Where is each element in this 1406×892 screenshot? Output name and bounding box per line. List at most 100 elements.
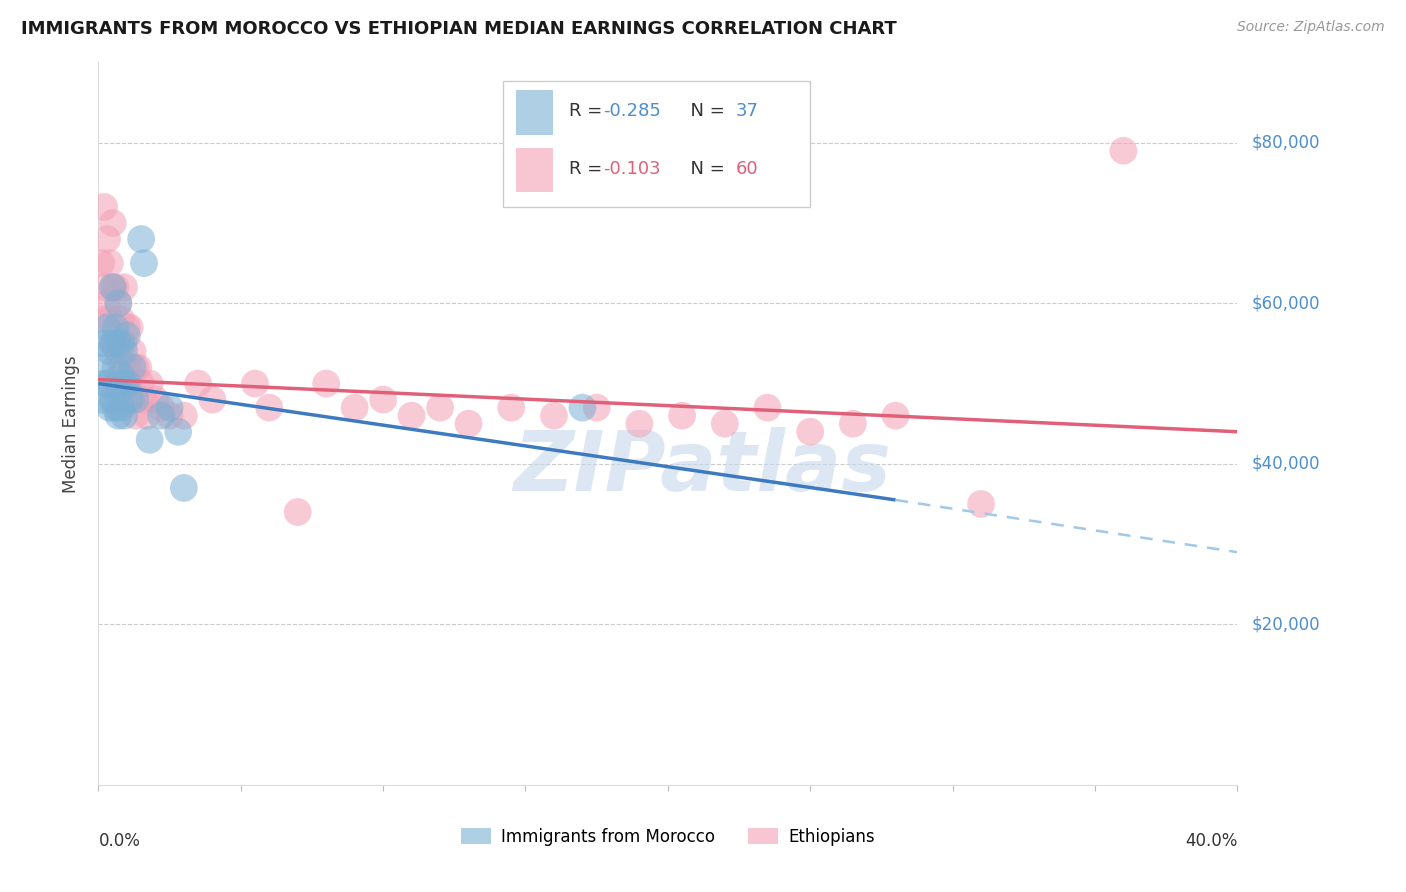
Text: R =: R = — [569, 160, 607, 178]
Text: ZIPatlas: ZIPatlas — [513, 426, 891, 508]
Point — [373, 392, 395, 407]
Point — [671, 409, 693, 423]
Point — [457, 417, 479, 431]
Point — [107, 296, 129, 310]
Point — [110, 336, 132, 351]
Point — [842, 417, 865, 431]
Point — [112, 409, 135, 423]
Point — [104, 360, 127, 375]
Point — [112, 280, 135, 294]
Point — [243, 376, 266, 391]
Point — [135, 409, 157, 423]
Point — [115, 392, 138, 407]
Point — [107, 344, 129, 359]
Text: $40,000: $40,000 — [1251, 455, 1320, 473]
Point — [124, 409, 146, 423]
Point — [138, 433, 160, 447]
Point — [110, 312, 132, 326]
Point — [90, 256, 112, 270]
Point — [93, 376, 115, 391]
Point — [343, 401, 366, 415]
Point — [756, 401, 779, 415]
Point — [98, 312, 121, 326]
Point — [101, 392, 124, 407]
FancyBboxPatch shape — [503, 80, 810, 207]
Point — [118, 376, 141, 391]
Point — [96, 232, 118, 246]
Point — [115, 376, 138, 391]
Text: $80,000: $80,000 — [1251, 134, 1320, 152]
Point — [543, 409, 565, 423]
Point — [101, 336, 124, 351]
Text: 0.0%: 0.0% — [98, 832, 141, 850]
Point — [138, 376, 160, 391]
Text: 60: 60 — [737, 160, 759, 178]
Point — [101, 216, 124, 230]
Point — [167, 425, 190, 439]
Point — [501, 401, 523, 415]
Point — [571, 401, 593, 415]
Point — [93, 336, 115, 351]
Point — [104, 401, 127, 415]
Point — [121, 392, 143, 407]
Point — [112, 336, 135, 351]
Text: IMMIGRANTS FROM MOROCCO VS ETHIOPIAN MEDIAN EARNINGS CORRELATION CHART: IMMIGRANTS FROM MOROCCO VS ETHIOPIAN MED… — [21, 20, 897, 37]
Point — [287, 505, 309, 519]
Point — [159, 409, 181, 423]
Point — [104, 320, 127, 334]
Point — [150, 409, 173, 423]
Y-axis label: Median Earnings: Median Earnings — [62, 355, 80, 492]
Point — [884, 409, 907, 423]
Point — [104, 280, 127, 294]
Text: -0.285: -0.285 — [603, 102, 661, 120]
Point — [315, 376, 337, 391]
Point — [132, 256, 155, 270]
Point — [124, 360, 146, 375]
Point — [173, 409, 195, 423]
Point — [401, 409, 423, 423]
Point — [159, 401, 181, 415]
Point — [970, 497, 993, 511]
Point — [145, 392, 167, 407]
Point — [201, 392, 224, 407]
Point — [101, 280, 124, 294]
Legend: Immigrants from Morocco, Ethiopians: Immigrants from Morocco, Ethiopians — [454, 822, 882, 853]
Point — [107, 409, 129, 423]
Point — [90, 312, 112, 326]
Text: Source: ZipAtlas.com: Source: ZipAtlas.com — [1237, 20, 1385, 34]
Text: $60,000: $60,000 — [1251, 294, 1320, 312]
Point — [96, 296, 118, 310]
Point — [104, 336, 127, 351]
Point — [110, 401, 132, 415]
Point — [121, 360, 143, 375]
Text: 40.0%: 40.0% — [1185, 832, 1237, 850]
Point — [124, 392, 146, 407]
Point — [112, 376, 135, 391]
Point — [118, 320, 141, 334]
Point — [115, 360, 138, 375]
Point — [129, 232, 152, 246]
Point — [96, 320, 118, 334]
Point — [93, 280, 115, 294]
Point — [132, 392, 155, 407]
Point — [98, 344, 121, 359]
Text: -0.103: -0.103 — [603, 160, 661, 178]
Point — [118, 392, 141, 407]
Point — [101, 280, 124, 294]
Point — [585, 401, 607, 415]
Point — [110, 368, 132, 383]
Point — [110, 360, 132, 375]
Point — [259, 401, 281, 415]
Point — [98, 256, 121, 270]
Text: R =: R = — [569, 102, 607, 120]
Point — [115, 320, 138, 334]
Bar — [516, 148, 553, 193]
Text: N =: N = — [679, 160, 731, 178]
Text: $20,000: $20,000 — [1251, 615, 1320, 633]
Point — [799, 425, 821, 439]
Point — [187, 376, 209, 391]
Point — [93, 200, 115, 214]
Bar — [516, 90, 553, 135]
Point — [96, 376, 118, 391]
Point — [115, 328, 138, 343]
